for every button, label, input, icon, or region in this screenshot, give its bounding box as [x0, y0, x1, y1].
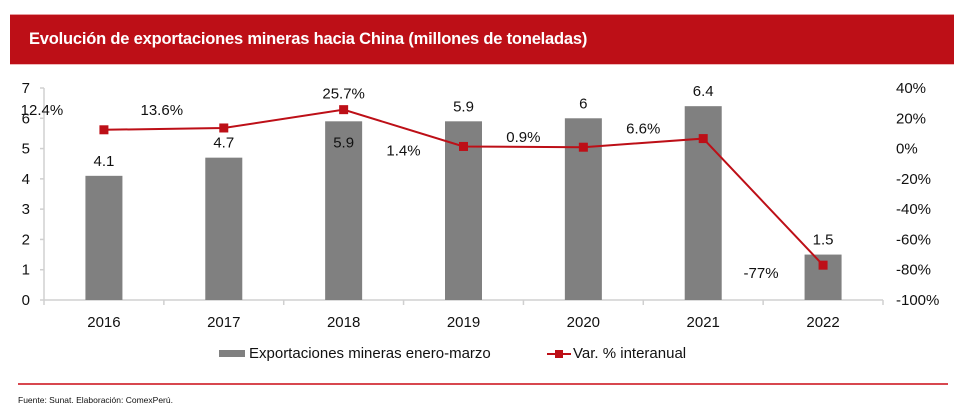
line-marker: [818, 260, 828, 270]
x-tick-label: 2022: [806, 314, 839, 331]
y-tick-label-right: -60%: [896, 231, 931, 248]
y-tick-label-right: -20%: [896, 171, 931, 188]
legend: Exportaciones mineras enero-marzo Var. %…: [0, 345, 966, 365]
y-tick-label-left: 0: [22, 292, 30, 309]
combo-chart: 0 1 2 3 4 5 6 7 -100% -80% -60% -40% -20% 0% 20% 40% 201…: [21, 80, 940, 331]
line-marker: [219, 123, 229, 133]
bar: [205, 157, 243, 300]
legend-label-line: Var. % interanual: [573, 345, 687, 362]
x-tick-label: 2017: [207, 314, 240, 331]
line-data-label: 1.4%: [386, 142, 420, 159]
line-marker: [99, 125, 109, 135]
bar-data-label: 6: [579, 95, 587, 112]
y-tick-label-left: 7: [22, 80, 30, 97]
bar-data-label: 5.9: [453, 98, 474, 115]
line-marker: [578, 142, 588, 152]
chart-title: Evolución de exportaciones mineras hacia…: [29, 30, 588, 48]
line-marker: [459, 141, 468, 151]
y-tick-label-right: 40%: [896, 80, 926, 97]
y-tick-label-right: 20%: [896, 110, 926, 127]
legend-label-bars: Exportaciones mineras enero-marzo: [249, 345, 491, 362]
line-data-label: -77%: [744, 265, 779, 282]
bar-data-label: 4.1: [93, 153, 114, 170]
line-data-label: 6.6%: [626, 121, 660, 138]
bar-data-label: 1.5: [813, 232, 834, 249]
footer-divider: [18, 383, 948, 385]
line-series: [99, 105, 828, 270]
line-data-label: 0.9%: [506, 129, 540, 146]
y-tick-label-left: 3: [22, 201, 30, 218]
line-marker: [698, 134, 708, 144]
line-data-label: 25.7%: [322, 86, 365, 103]
x-tick-label: 2019: [447, 314, 480, 331]
x-tick-label: 2021: [687, 314, 720, 331]
y-tick-label-left: 4: [22, 171, 30, 188]
bar: [85, 175, 123, 300]
line-data-label: 13.6%: [141, 102, 184, 119]
axes: 0 1 2 3 4 5 6 7 -100% -80% -60% -40% -20% 0% 20% 40% 201…: [22, 80, 940, 331]
x-tick-label: 2016: [87, 314, 120, 331]
legend-item-line: Var. % interanual: [547, 345, 686, 362]
legend-bar-swatch: [219, 350, 245, 357]
data-labels: 4.1 4.7 5.9 5.9 6 6.4 1.5 12.4% 13.6% 25.7% 1.4% 0.…: [21, 83, 834, 282]
bar: [325, 121, 363, 300]
title-banner: Evolución de exportaciones mineras hacia…: [10, 14, 954, 65]
legend-item-bars: Exportaciones mineras enero-marzo: [219, 345, 491, 362]
y-tick-label-left: 2: [22, 231, 30, 248]
y-tick-label-right: -100%: [896, 292, 939, 309]
source-note: Fuente: Sunat. Elaboración: ComexPerú.: [18, 395, 173, 405]
y-tick-label-left: 5: [22, 141, 30, 158]
bar-data-label: 4.7: [213, 135, 234, 152]
y-tick-label-left: 1: [22, 262, 30, 279]
y-tick-label-right: 0%: [896, 141, 918, 158]
y-tick-label-right: -40%: [896, 201, 931, 218]
legend-line-swatch: [547, 348, 571, 360]
x-tick-label: 2018: [327, 314, 360, 331]
bar-data-label: 6.4: [693, 83, 714, 100]
y-tick-label-right: -80%: [896, 262, 931, 279]
bar-series: [85, 106, 842, 301]
bar: [445, 121, 482, 300]
y-tick-label-left: 6: [22, 110, 30, 127]
line-marker: [339, 105, 349, 115]
bar-data-label: 5.9: [333, 134, 354, 151]
x-tick-label: 2020: [567, 314, 600, 331]
line-data-label: 12.4%: [21, 102, 64, 119]
